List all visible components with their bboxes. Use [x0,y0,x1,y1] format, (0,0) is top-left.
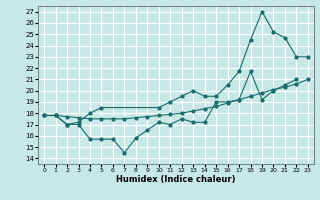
X-axis label: Humidex (Indice chaleur): Humidex (Indice chaleur) [116,175,236,184]
